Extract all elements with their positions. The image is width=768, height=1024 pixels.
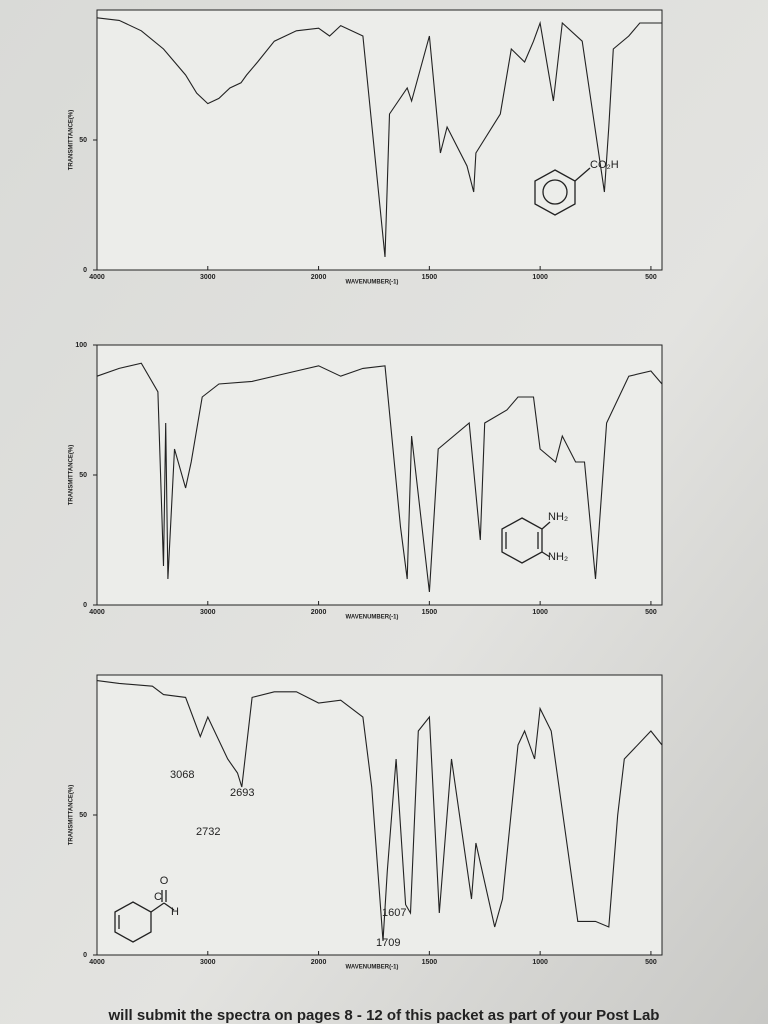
x-tick-label: 3000 xyxy=(200,609,216,616)
x-tick-label: 500 xyxy=(645,959,657,966)
x-tick-label: 4000 xyxy=(89,959,105,966)
x-tick-label: 1000 xyxy=(532,959,548,966)
y-tick-label: 50 xyxy=(79,472,87,479)
y-axis-title: TRANSMITTANCE(%) xyxy=(69,110,75,171)
x-tick-label: 4000 xyxy=(89,274,105,281)
y-axis-title: TRANSMITTANCE(%) xyxy=(69,785,75,846)
x-tick-label: 500 xyxy=(645,609,657,616)
annotation: H xyxy=(171,906,179,918)
plot-frame xyxy=(96,9,663,271)
x-tick-label: 3000 xyxy=(200,274,216,281)
x-tick-label: 2000 xyxy=(311,959,327,966)
annotation: 3068 xyxy=(170,769,194,781)
annotation: 2693 xyxy=(230,787,254,799)
annotation: NH₂ xyxy=(548,511,568,523)
y-tick-label: 50 xyxy=(79,812,87,819)
x-tick-label: 1000 xyxy=(532,274,548,281)
spectrum-line xyxy=(96,362,663,593)
x-tick-label: 1500 xyxy=(422,609,438,616)
x-tick-label: 2000 xyxy=(311,274,327,281)
x-tick-label: 1500 xyxy=(422,274,438,281)
plot-frame xyxy=(96,674,663,956)
footer-text: will submit the spectra on pages 8 - 12 … xyxy=(108,1007,660,1024)
spectrum-line xyxy=(96,680,663,942)
x-tick-label: 500 xyxy=(645,274,657,281)
y-tick-label: 0 xyxy=(83,602,87,609)
benzoic-acid-structure xyxy=(534,167,591,216)
x-axis-title: WAVENUMBER(-1) xyxy=(346,280,399,286)
y-tick-label: 50 xyxy=(79,137,87,144)
y-tick-label: 0 xyxy=(83,952,87,959)
y-tick-label: 0 xyxy=(83,267,87,274)
annotation: 2732 xyxy=(196,826,220,838)
diamine-structure xyxy=(501,517,551,564)
spectrum-line xyxy=(96,17,662,258)
benzaldehyde-structure xyxy=(114,890,175,943)
x-tick-label: 4000 xyxy=(89,609,105,616)
x-tick-label: 2000 xyxy=(311,609,327,616)
annotation: 1607 xyxy=(382,907,406,919)
x-tick-label: 3000 xyxy=(200,959,216,966)
y-axis-title: TRANSMITTANCE(%) xyxy=(69,445,75,506)
y-tick-label: 100 xyxy=(75,342,87,349)
annotation: C xyxy=(154,891,162,903)
x-axis-title: WAVENUMBER(-1) xyxy=(346,615,399,621)
annotation: 1709 xyxy=(376,937,400,949)
annotation: O xyxy=(160,875,169,887)
x-tick-label: 1500 xyxy=(422,959,438,966)
plot-frame xyxy=(96,344,663,606)
annotation: NH₂ xyxy=(548,551,568,563)
x-tick-label: 1000 xyxy=(532,609,548,616)
annotation: CO₂H xyxy=(590,159,619,171)
x-axis-title: WAVENUMBER(-1) xyxy=(346,965,399,971)
